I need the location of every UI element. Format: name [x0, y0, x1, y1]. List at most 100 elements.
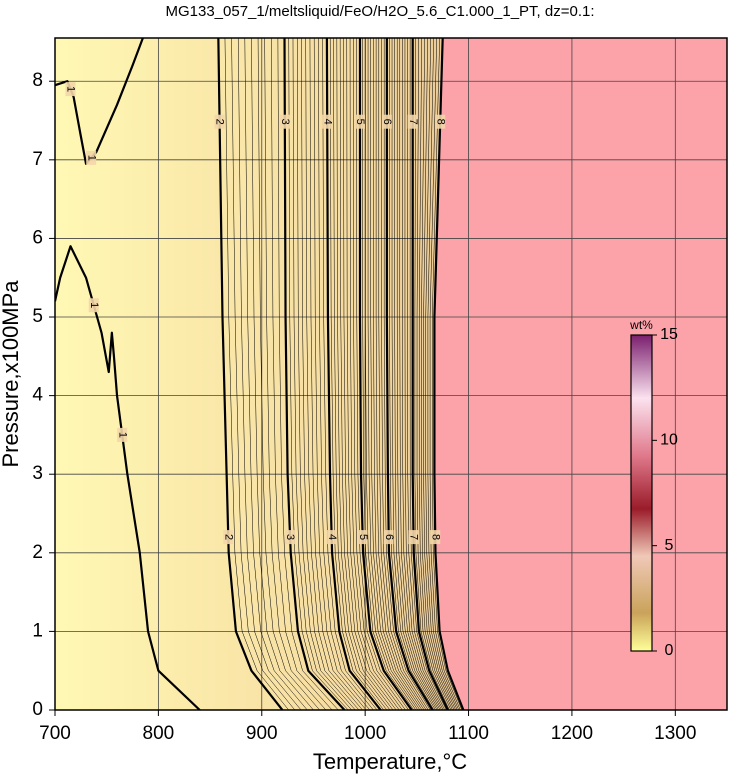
minor-contour — [224, 38, 289, 710]
chart-title: MG133_057_1/meltsliquid/FeO/H2O_5.6_C1.0… — [165, 3, 594, 20]
y-tick-label: 7 — [32, 149, 43, 170]
y-tick-label: 1 — [32, 620, 43, 641]
contour-label-bg — [408, 530, 419, 545]
colorbar-label: wt% — [629, 318, 653, 332]
contour-label-bg — [86, 150, 97, 165]
colorbar: wt% 0 5 10 15 — [629, 318, 678, 659]
minor-contour — [349, 38, 403, 710]
contour-label-bg — [88, 298, 99, 313]
x-tick-label: 1200 — [551, 723, 593, 744]
contour-label-bg — [354, 114, 365, 129]
x-tick-label: 700 — [39, 723, 71, 744]
minor-contour — [305, 38, 363, 710]
minor-contour — [237, 38, 302, 710]
x-tick-label: 1000 — [344, 723, 386, 744]
minor-contour — [296, 38, 356, 710]
contour-label: 1 — [116, 432, 128, 438]
contour-label-bg — [326, 530, 337, 545]
contour-label-bg — [435, 114, 446, 129]
minor-contour — [362, 38, 414, 710]
contour-label-bg — [285, 530, 296, 545]
y-tick-label: 8 — [32, 70, 43, 91]
minor-contour — [421, 38, 455, 710]
contour-label-bg — [407, 114, 418, 129]
minor-contour — [251, 38, 314, 710]
colorbar-scale — [630, 334, 653, 652]
minor-contour — [432, 38, 463, 710]
contour-label: 4 — [326, 534, 338, 540]
x-tick-label: 900 — [246, 723, 278, 744]
contour-label-bg — [381, 114, 392, 129]
contour-label: 3 — [279, 119, 291, 125]
minor-contour — [394, 38, 438, 710]
minor-contour — [373, 38, 423, 710]
contour-label: 3 — [284, 534, 296, 540]
minor-contour — [414, 38, 450, 710]
plot-frame — [54, 37, 728, 711]
contour-label-bg — [117, 427, 128, 442]
minor-contour — [257, 38, 320, 710]
minor-contour — [365, 38, 417, 710]
contour-line — [385, 38, 434, 710]
minor-contour — [277, 38, 339, 710]
minor-contour — [244, 38, 308, 710]
contour-label: 8 — [434, 119, 446, 125]
contour-line — [358, 38, 413, 710]
minor-contour — [427, 38, 459, 710]
contour-label-bg — [383, 530, 394, 545]
x-axis-label: Temperature,°C — [313, 749, 467, 774]
minor-contour — [288, 38, 349, 710]
minor-contour — [402, 38, 442, 710]
minor-contour — [353, 38, 406, 710]
minor-contour — [370, 38, 421, 710]
colorbar-tick-label: 15 — [660, 326, 678, 343]
y-tick-label: 6 — [32, 227, 43, 248]
minor-contour — [389, 38, 435, 710]
contour-label-bg — [65, 82, 76, 97]
minor-contour — [346, 38, 400, 710]
minor-contour — [292, 38, 352, 710]
minor-contour — [322, 38, 378, 710]
minor-contour — [399, 38, 441, 710]
contour-line — [283, 38, 346, 710]
minor-contour — [339, 38, 394, 710]
contour-label: 1 — [88, 302, 100, 308]
plot-area: 1 1 1 1 2 2 3 3 4 4 5 5 6 6 7 7 8 8 — [55, 38, 727, 710]
contour-label: 1 — [85, 155, 97, 161]
minor-contour — [271, 38, 333, 710]
minor-contour — [333, 38, 388, 710]
minor-contour — [418, 38, 453, 710]
contour-label: 6 — [383, 534, 395, 540]
minor-contour — [391, 38, 436, 710]
minor-contour — [309, 38, 367, 710]
contour-label-bg — [214, 114, 225, 129]
x-tick-label: 1300 — [654, 723, 696, 744]
minor-contour — [409, 38, 447, 710]
minor-contour — [336, 38, 391, 710]
contour-line — [55, 245, 201, 710]
contour-label: 7 — [408, 534, 420, 540]
colorbar-tick-label: 10 — [660, 432, 678, 449]
contour-label: 4 — [321, 119, 333, 125]
minor-contour — [416, 38, 452, 710]
minor-contour — [329, 38, 384, 710]
x-tick-label: 1100 — [448, 723, 489, 744]
contour-label-bg — [322, 114, 333, 129]
minor-contour — [301, 38, 360, 710]
y-tick-label: 5 — [32, 306, 43, 327]
contour-label: 6 — [381, 119, 393, 125]
minor-contour — [404, 38, 444, 710]
contour-line — [411, 38, 449, 710]
minor-contour — [381, 38, 429, 710]
minor-contour — [396, 38, 439, 710]
minor-contour — [367, 38, 419, 710]
contour-label-bg — [430, 530, 441, 545]
contour-line — [217, 38, 284, 710]
minor-contour — [231, 38, 296, 710]
y-tick-label: 4 — [32, 385, 43, 406]
colorbar-tick-label: 0 — [665, 642, 674, 659]
minor-contour — [313, 38, 370, 710]
contour-label: 2 — [214, 119, 226, 125]
